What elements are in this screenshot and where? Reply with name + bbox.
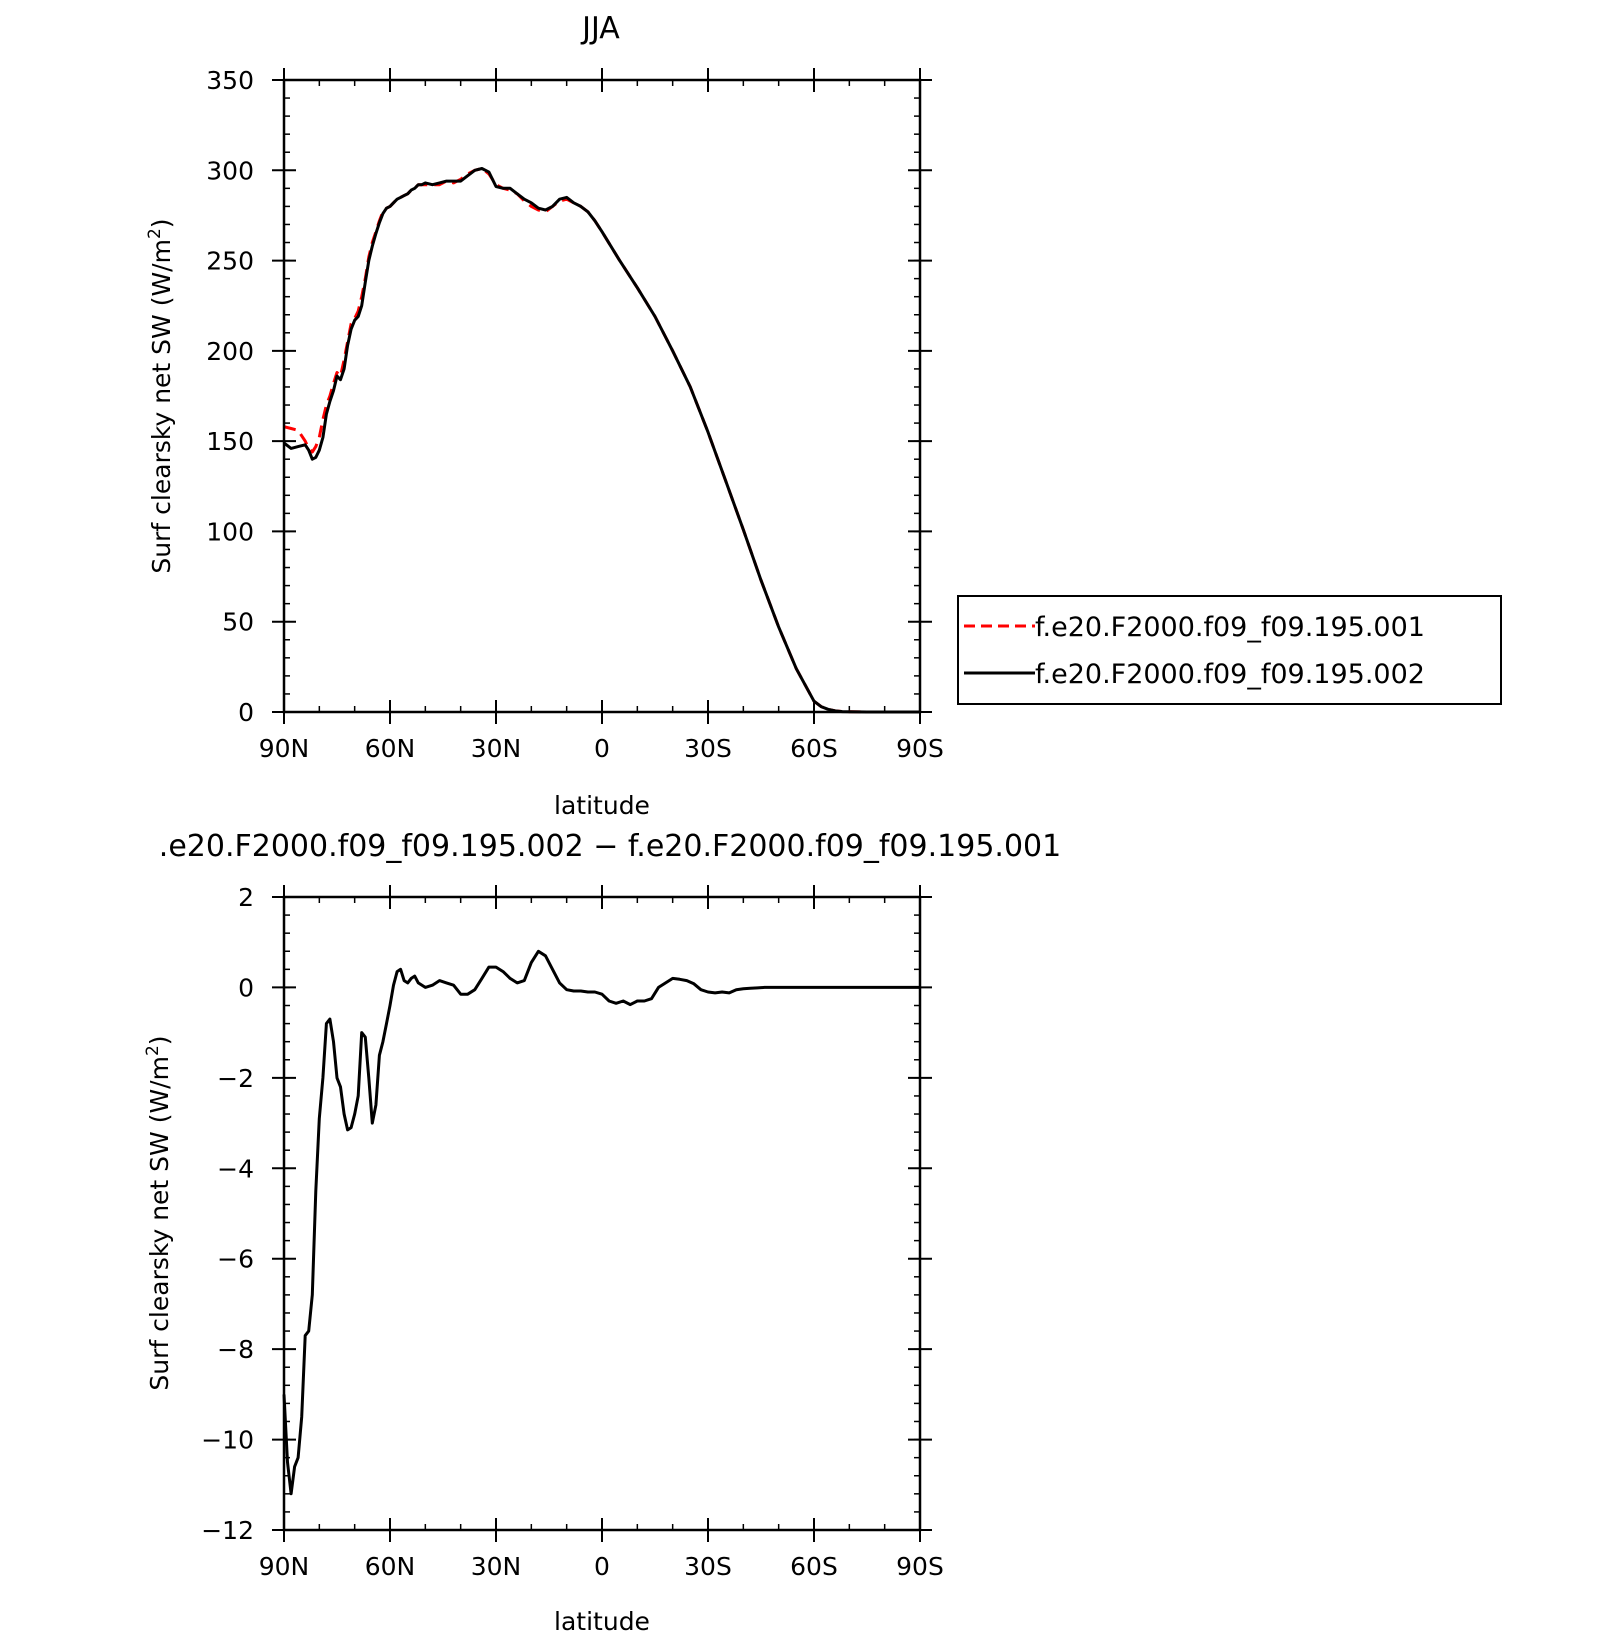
top-y-tick-label: 0 [238,698,254,727]
bottom-x-tick-label: 90N [259,1552,310,1581]
top-x-tick-label: 60S [790,734,838,763]
top-x-tick-label: 30N [471,734,522,763]
bottom-tick-group [272,885,932,1542]
bottom-y-tick-label: 2 [238,883,254,912]
bottom-y-axis-title-end: ) [145,1035,174,1045]
legend-box [957,595,1502,705]
top-y-tick-label: 350 [206,66,254,95]
bottom-y-tick-label: −2 [217,1064,254,1093]
top-x-tick-label: 0 [594,734,610,763]
bottom-y-tick-label: −6 [217,1245,254,1274]
top-x-tick-label: 90S [896,734,944,763]
bottom-chart-title: .e20.F2000.f09_f09.195.002 − f.e20.F2000… [159,829,1061,864]
bottom-tick-label-group: 90N 60N 30N 0 30S 60S 90S −12 −10 −8 −6 −4 −2 0 2 [201,883,944,1581]
top-y-axis-title-main: Surf clearsky net SW (W/m [147,239,176,574]
top-x-axis-title: latitude [554,791,650,820]
bottom-x-tick-label: 90S [896,1552,944,1581]
bottom-x-tick-label: 60N [365,1552,416,1581]
top-y-tick-label: 50 [222,608,254,637]
top-y-tick-label: 200 [206,337,254,366]
bottom-y-axis-title-superscript: 2 [143,1045,163,1056]
top-y-axis-title: Surf clearsky net SW (W/m2) [145,218,176,573]
bottom-x-axis-title: latitude [554,1607,650,1635]
top-y-tick-label: 300 [206,156,254,185]
top-y-tick-label: 150 [206,427,254,456]
bottom-x-tick-label: 30S [684,1552,732,1581]
bottom-y-tick-label: 0 [238,973,254,1002]
top-series-group [283,167,920,714]
top-y-tick-label: 250 [206,247,254,276]
top-y-axis-title-superscript: 2 [145,228,165,239]
bottom-x-tick-label: 30N [471,1552,522,1581]
bottom-y-axis-title-main: Surf clearsky net SW (W/m [145,1056,174,1391]
top-chart-title: JJA [580,11,620,46]
top-y-tick-label: 100 [206,517,254,546]
bottom-panel: .e20.F2000.f09_f09.195.002 − f.e20.F2000… [143,829,1061,1635]
top-series-line-0 [283,167,920,714]
top-x-tick-label: 90N [259,734,310,763]
bottom-y-tick-label: −4 [217,1154,254,1183]
top-tick-group [272,68,932,724]
top-x-tick-label: 30S [684,734,732,763]
bottom-x-tick-label: 0 [594,1552,610,1581]
legend-label-series-001: f.e20.F2000.f09_f09.195.001 [1035,612,1425,643]
top-panel: JJA 90N 60N 30N 0 30S 60S 90S 0 50 100 150 200 250 30… [145,11,1502,820]
bottom-series-group [282,949,920,1496]
top-plot-frame [282,78,922,714]
bottom-series-line-0 [282,949,920,1496]
top-x-tick-label: 60N [365,734,416,763]
top-series-line-1 [283,167,920,714]
bottom-y-tick-label: −12 [201,1516,254,1545]
legend-label-series-002: f.e20.F2000.f09_f09.195.002 [1035,659,1425,690]
bottom-y-axis-title: Surf clearsky net SW (W/m2) [143,1035,174,1390]
bottom-x-tick-label: 60S [790,1552,838,1581]
bottom-y-tick-label: −8 [217,1335,254,1364]
bottom-y-tick-label: −10 [201,1426,254,1455]
legend: f.e20.F2000.f09_f09.195.001 f.e20.F2000.… [957,595,1502,705]
top-y-axis-title-end: ) [147,218,176,228]
bottom-plot-frame [282,895,922,1532]
top-tick-label-group: 90N 60N 30N 0 30S 60S 90S 0 50 100 150 200 250 300 350 [206,66,944,763]
